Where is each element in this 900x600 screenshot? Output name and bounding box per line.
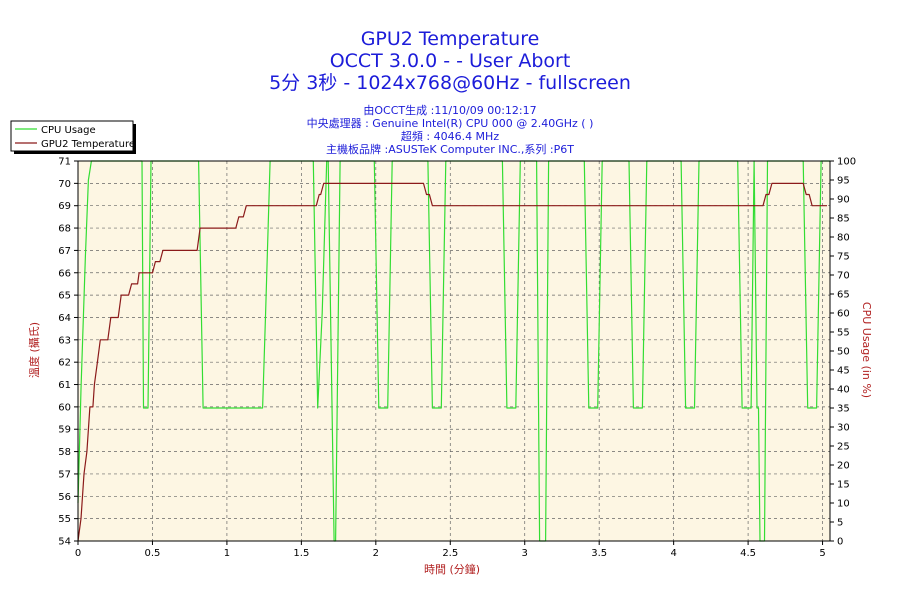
y-right-tick-label: 0 xyxy=(837,537,843,548)
x-tick-label: 1.5 xyxy=(293,548,309,559)
y-left-tick-label: 56 xyxy=(58,492,71,503)
x-tick-label: 1 xyxy=(224,548,230,559)
info-motherboard: 主機板品牌 :ASUSTeK Computer INC.,系列 :P6T xyxy=(326,143,574,156)
y-right-tick-label: 35 xyxy=(837,404,850,415)
y-left-tick-label: 65 xyxy=(58,291,71,302)
info-generated: 由OCCT生成 :11/10/09 00:12:17 xyxy=(363,104,537,117)
y-right-tick-label: 90 xyxy=(837,195,850,206)
y-left-tick-label: 62 xyxy=(58,358,71,369)
x-tick-label: 4 xyxy=(670,548,676,559)
y-left-axis-ticks: 54 55 56 57 58 59 60 61 62 63 64 65 66 67 68 69 70 71 xyxy=(58,157,78,548)
series-line-cpu-usage xyxy=(77,160,830,542)
x-tick-label: 3 xyxy=(522,548,528,559)
legend: CPU Usage GPU2 Temperature xyxy=(10,120,136,154)
x-tick-label: 4.5 xyxy=(740,548,756,559)
x-tick-label: 0.5 xyxy=(145,548,161,559)
x-tick-label: 3.5 xyxy=(591,548,607,559)
chart-subtitle-test: OCCT 3.0.0 - - User Abort xyxy=(329,50,571,72)
y-right-tick-label: 95 xyxy=(837,176,850,187)
legend-label-gpu-temperature: GPU2 Temperature xyxy=(41,139,135,150)
y-right-tick-label: 75 xyxy=(837,252,850,263)
chart-subtitle-duration: 5分 3秒 - 1024x768@60Hz - fullscreen xyxy=(269,72,631,94)
y-right-tick-label: 80 xyxy=(837,233,850,244)
y-right-tick-label: 5 xyxy=(837,518,843,529)
y-right-axis-label: CPU Usage (in %) xyxy=(860,302,873,398)
x-tick-label: 2 xyxy=(373,548,379,559)
y-right-tick-label: 10 xyxy=(837,499,850,510)
y-left-tick-label: 66 xyxy=(58,268,71,279)
y-left-axis-label: 溫度 (攝氏) xyxy=(27,322,41,378)
plot-area xyxy=(77,160,831,542)
y-left-tick-label: 54 xyxy=(58,537,71,548)
y-right-tick-label: 70 xyxy=(837,271,850,282)
x-tick-label: 2.5 xyxy=(442,548,458,559)
x-axis-ticks: 0 0.5 1 1.5 2 2.5 3 3.5 4 4.5 5 xyxy=(75,541,826,559)
y-right-tick-label: 65 xyxy=(837,290,850,301)
info-overclock: 超頻 : 4046.4 MHz xyxy=(400,130,500,143)
y-right-tick-label: 55 xyxy=(837,328,850,339)
y-right-tick-label: 15 xyxy=(837,480,850,491)
y-left-tick-label: 59 xyxy=(58,425,71,436)
x-tick-label: 0 xyxy=(75,548,81,559)
chart-title: GPU2 Temperature xyxy=(360,28,540,50)
y-right-axis-ticks: 0 5 10 15 20 25 30 35 40 45 50 55 60 65 70 75 80 85 90 95 10… xyxy=(830,157,856,548)
y-left-tick-label: 63 xyxy=(58,335,71,346)
y-left-tick-label: 57 xyxy=(58,469,71,480)
y-left-tick-label: 58 xyxy=(58,447,71,458)
x-axis-label: 時間 (分鐘) xyxy=(424,562,480,576)
y-right-tick-label: 45 xyxy=(837,366,850,377)
y-right-tick-label: 100 xyxy=(837,157,856,168)
x-tick-label: 5 xyxy=(819,548,825,559)
y-right-tick-label: 40 xyxy=(837,385,850,396)
legend-box xyxy=(10,120,134,152)
legend-label-cpu-usage: CPU Usage xyxy=(41,125,96,136)
y-right-tick-label: 50 xyxy=(837,347,850,358)
y-right-tick-label: 20 xyxy=(837,461,850,472)
series-layer xyxy=(77,160,830,542)
y-right-tick-label: 30 xyxy=(837,423,850,434)
y-left-tick-label: 55 xyxy=(58,514,71,525)
y-left-tick-label: 71 xyxy=(58,157,71,168)
y-left-tick-label: 70 xyxy=(58,179,71,190)
y-left-tick-label: 67 xyxy=(58,246,71,257)
y-right-tick-label: 60 xyxy=(837,309,850,320)
y-left-tick-label: 68 xyxy=(58,224,71,235)
y-left-tick-label: 61 xyxy=(58,380,71,391)
y-right-tick-label: 25 xyxy=(837,442,850,453)
y-left-tick-label: 69 xyxy=(58,201,71,212)
series-line-gpu2-temperature xyxy=(77,182,827,542)
y-right-tick-label: 85 xyxy=(837,214,850,225)
y-left-tick-label: 64 xyxy=(58,313,71,324)
y-left-tick-label: 60 xyxy=(58,402,71,413)
info-cpu: 中央處理器 : Genuine Intel(R) CPU 000 @ 2.40G… xyxy=(306,117,594,130)
